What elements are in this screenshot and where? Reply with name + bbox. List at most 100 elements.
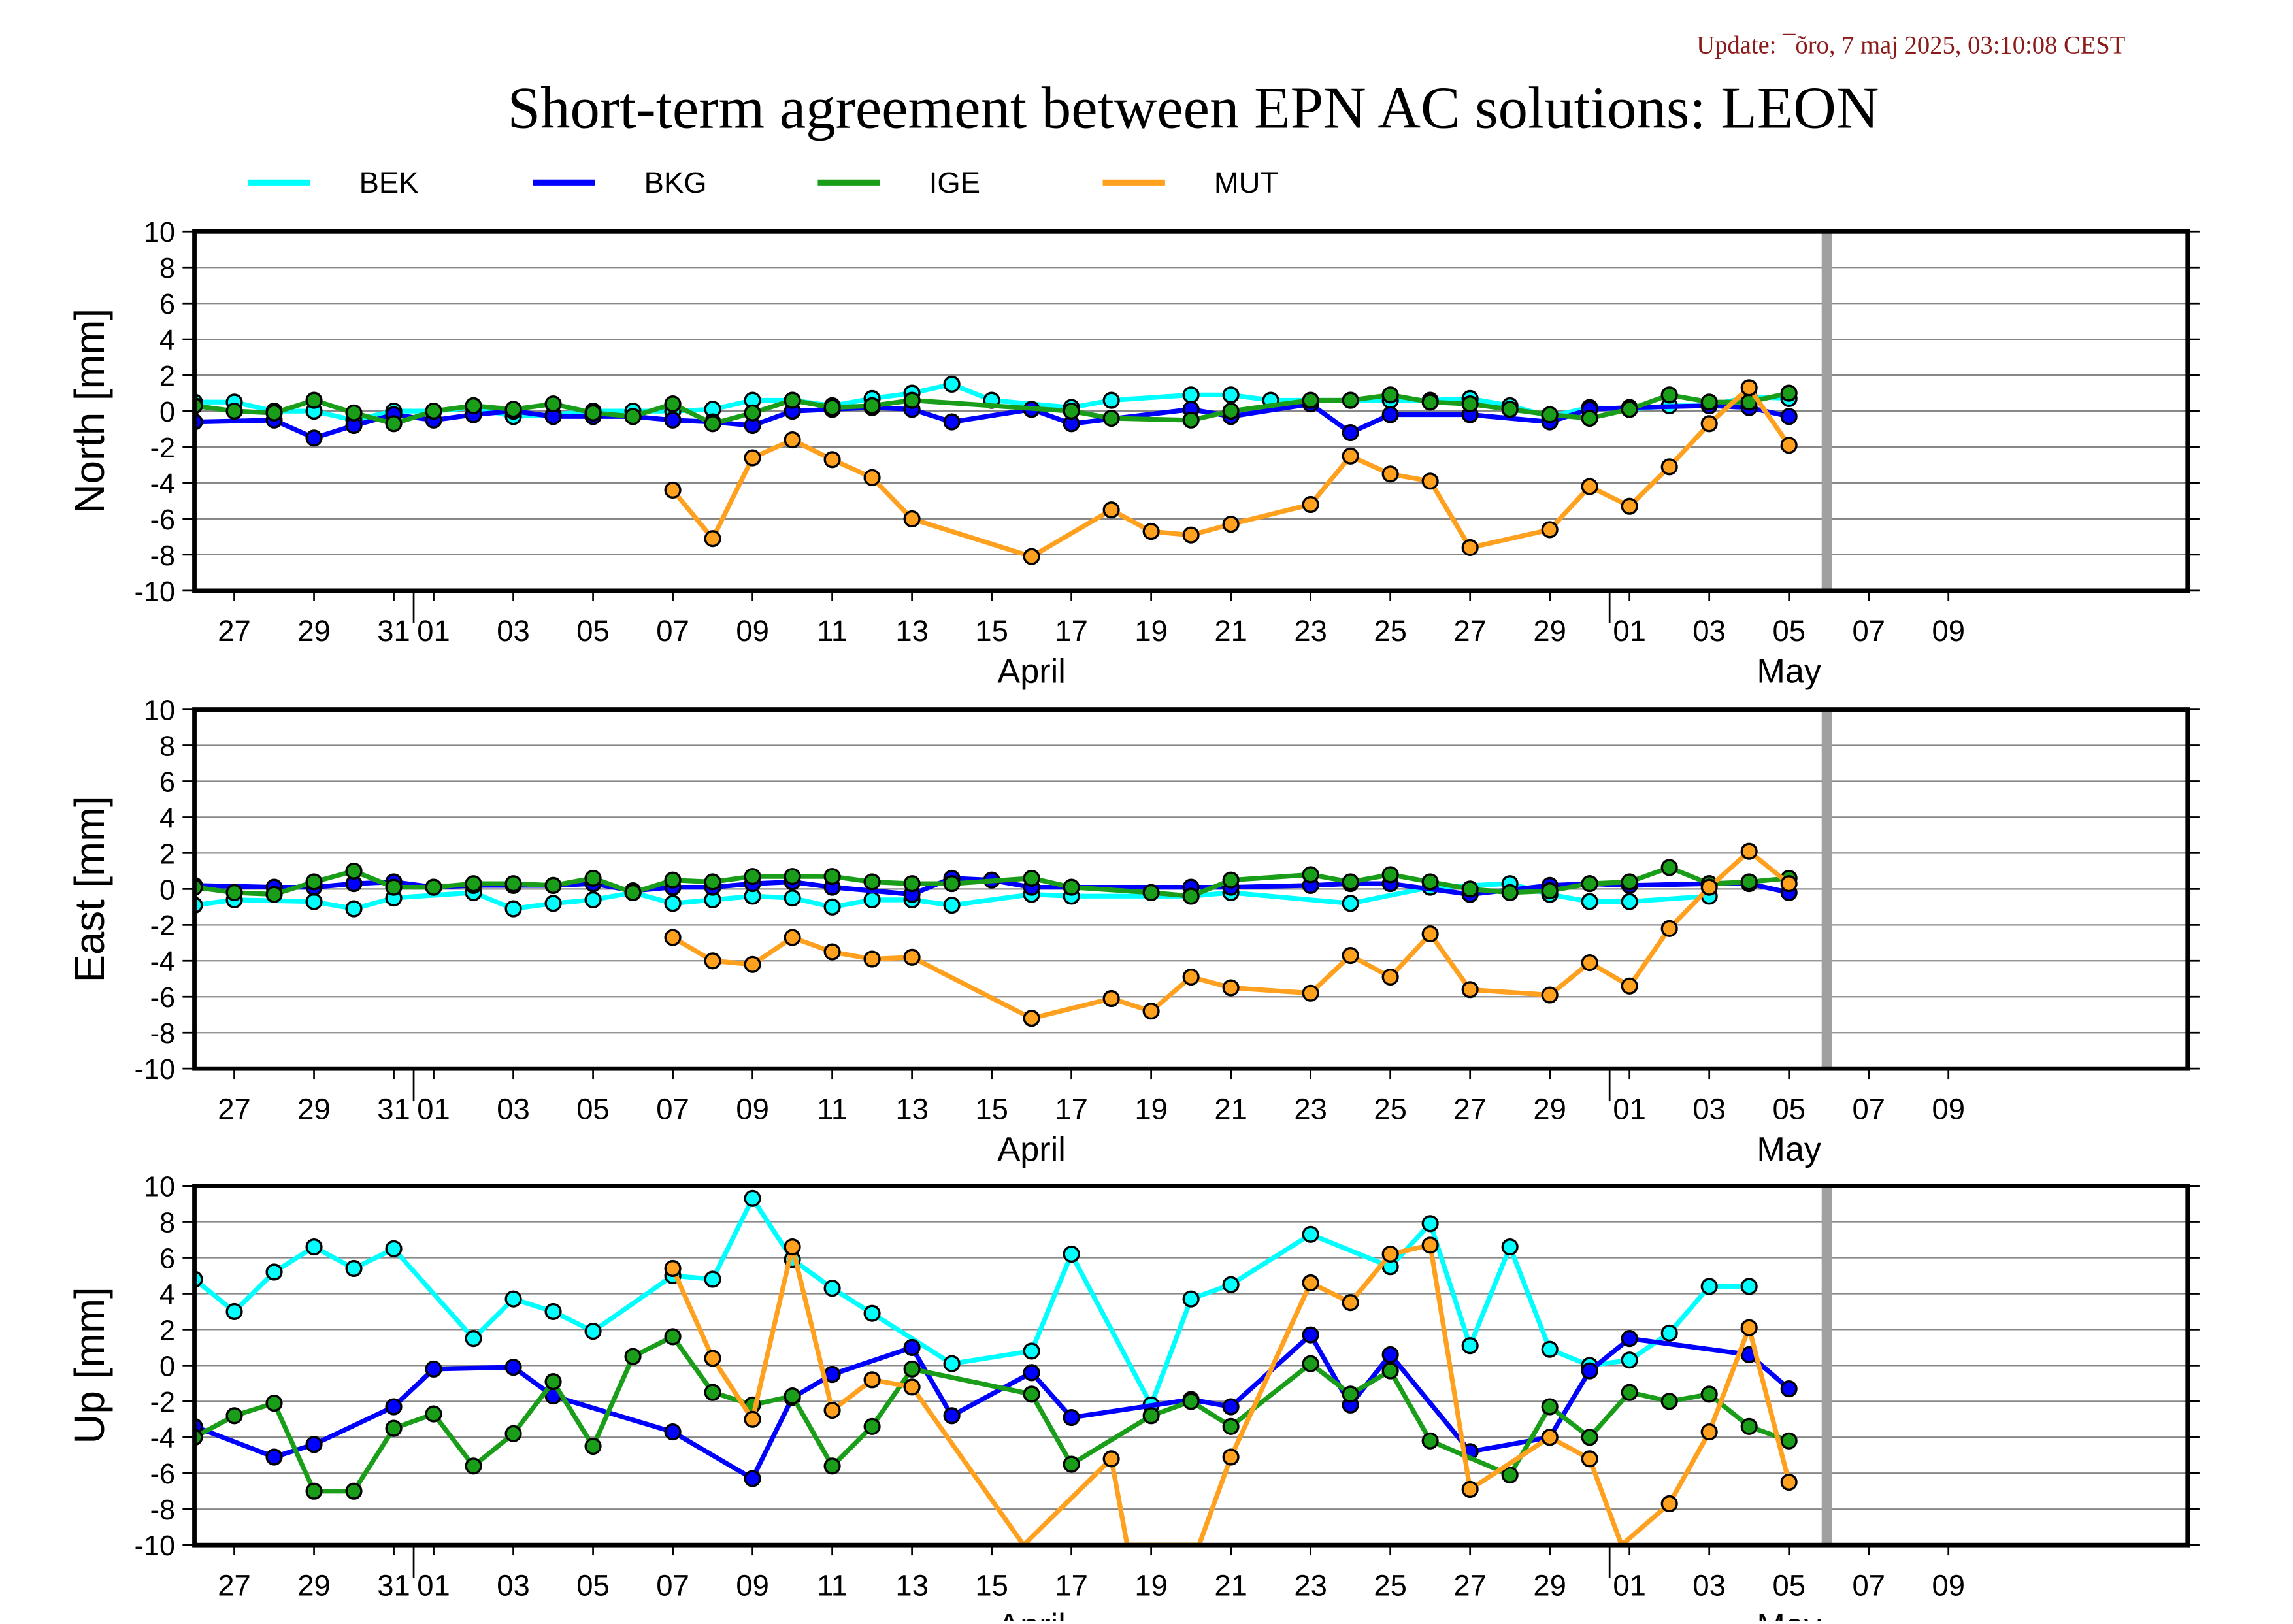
x-tick-label: 03 [497,614,530,648]
data-point-ige [1581,1429,1598,1446]
data-point-ige [784,868,801,886]
data-point-ige [1063,878,1080,896]
y-tick-label: -2 [150,910,175,942]
x-tick-label: 21 [1214,1092,1247,1125]
data-point-mut [1740,842,1758,860]
data-point-bek [504,1290,522,1308]
data-point-ige [225,403,243,420]
data-point-ige [624,884,642,901]
data-point-mut [1302,984,1319,1002]
x-tick-label: 19 [1134,1092,1168,1125]
data-point-ige [1621,873,1638,891]
data-point-ige [1660,1393,1678,1410]
data-point-ige [784,391,801,409]
x-tick-label: 27 [218,614,251,648]
data-point-mut [863,1371,881,1389]
data-point-ige [544,395,562,413]
data-point-ige [823,399,841,416]
data-point-mut [1102,989,1120,1008]
data-point-ige [1102,410,1120,427]
data-point-bkg [305,1436,323,1453]
data-point-ige [1660,859,1678,876]
data-point-mut [1182,526,1200,544]
data-point-bkg [943,413,961,431]
x-tick-label: 03 [497,1568,530,1602]
y-tick-label: 4 [159,325,175,356]
x-tick-label: 17 [1055,614,1088,648]
data-point-mut [1381,1245,1399,1263]
data-point-mut [1342,946,1359,965]
data-point-bkg [1780,408,1798,425]
data-point-ige [1222,871,1240,889]
data-point-bek [744,1189,761,1207]
data-point-mut [903,1378,921,1396]
data-point-bkg [664,411,682,429]
data-point-ige [1222,403,1240,420]
data-point-ige [225,884,243,901]
y-tick-label: 10 [144,217,175,248]
data-point-ige [624,1348,642,1365]
x-tick-label: 15 [975,1092,1008,1125]
series-group [194,1189,1798,1546]
data-point-mut [823,943,841,961]
data-point-mut [1142,1003,1160,1020]
data-point-bek [1541,1340,1559,1358]
data-point-bkg [903,1338,921,1356]
data-point-ige [544,1373,562,1391]
data-point-ige [863,397,881,414]
data-point-bkg [1621,1330,1638,1348]
data-point-mut [1780,1473,1798,1491]
x-tick-label: 27 [218,1568,251,1602]
data-point-ige [1541,882,1559,900]
data-point-ige [1461,880,1479,898]
data-point-ige [305,873,323,891]
legend-label: BEK [359,166,419,199]
x-tick-label: 01 [1613,1092,1646,1125]
x-tick-label: 01 [1613,614,1646,648]
x-tick-label: 09 [1932,1568,1965,1602]
data-point-bek [1700,1278,1718,1295]
y-tick-label: 10 [144,695,175,726]
data-point-bek [225,1302,243,1320]
x-tick-label: 05 [1772,614,1806,648]
plot-frame [192,707,2190,1071]
data-point-ige [704,873,721,891]
data-point-mut [784,1238,801,1256]
data-point-ige [345,862,363,880]
data-point-ige [1740,1417,1758,1435]
data-point-bek [265,1263,283,1281]
x-tick-label: 07 [1852,1568,1885,1602]
month-label: April [997,1607,1065,1621]
data-point-bek [1421,1215,1439,1233]
series-group [194,375,1798,565]
data-point-bek [1222,386,1240,404]
legend-label: MUT [1214,166,1278,199]
data-point-ige [863,1417,881,1435]
data-point-ige [664,1328,682,1346]
x-tick-label: 29 [297,614,331,648]
y-tick-label: 4 [159,803,175,834]
month-label: April [997,653,1065,691]
x-tick-label: 07 [1852,614,1885,648]
data-point-ige [425,403,442,420]
data-point-ige [1381,866,1399,884]
y-tick-label: -10 [135,1054,175,1085]
x-tick-label: 29 [1533,1568,1566,1602]
month-label: May [1757,1131,1821,1168]
data-point-bek [704,1270,721,1288]
data-point-ige [584,1437,602,1455]
legend-label: BKG [644,166,707,199]
data-point-bek [345,900,363,918]
data-point-ige [544,876,562,894]
data-point-mut [1102,1450,1120,1468]
data-point-bek [943,375,961,393]
data-point-mut [1142,523,1160,540]
data-point-ige [265,1395,283,1412]
data-point-ige [1342,391,1359,409]
data-point-mut [664,481,682,499]
x-tick-label: 25 [1374,1092,1407,1125]
y-tick-label: -6 [150,505,175,536]
data-point-bek [1740,1278,1758,1295]
data-point-ige [1621,401,1638,418]
data-point-bek [863,891,881,908]
